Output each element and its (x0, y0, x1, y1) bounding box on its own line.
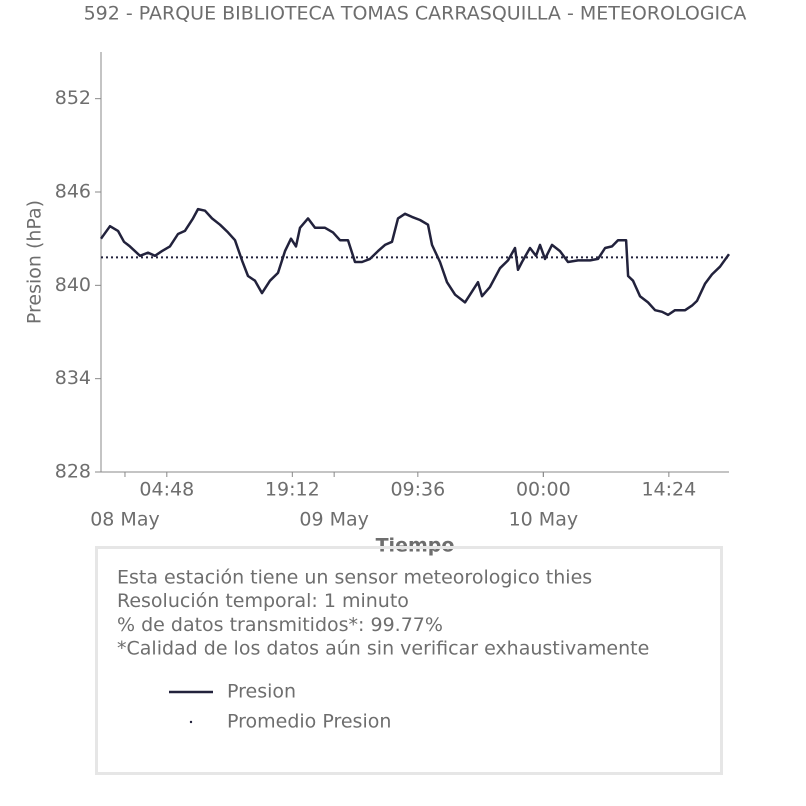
info-text: Esta estación tiene un sensor meteorolog… (117, 567, 649, 660)
y-tick-label: 846 (55, 181, 91, 203)
info-line: % de datos transmitidos*: 99.77% (117, 614, 443, 636)
data-line (99, 207, 731, 317)
x-tick-label: 09:36 (390, 479, 445, 501)
chart-title: 592 - PARQUE BIBLIOTECA TOMAS CARRASQUIL… (84, 3, 747, 25)
y-axis-label: Presion (hPa) (24, 200, 46, 324)
y-tick-label: 840 (55, 274, 91, 296)
y-tick-label: 852 (55, 87, 91, 109)
info-line: *Calidad de los datos aún sin verificar … (117, 638, 649, 660)
x-date-label: 09 May (299, 509, 369, 531)
legend-label: Promedio Presion (227, 711, 391, 733)
legend-label: Presion (227, 681, 296, 703)
info-line: Resolución temporal: 1 minuto (117, 590, 409, 612)
y-tick-label: 828 (55, 461, 91, 483)
x-tick-label: 14:24 (641, 479, 696, 501)
info-line: Esta estación tiene un sensor meteorolog… (117, 567, 592, 589)
x-tick-label: 00:00 (516, 479, 571, 501)
x-date-label: 10 May (509, 509, 579, 531)
info-box (95, 546, 723, 775)
x-tick-label: 19:12 (265, 479, 320, 501)
legend-dot-swatch (189, 720, 193, 724)
x-tick-label: 04:48 (139, 479, 194, 501)
x-date-label: 08 May (90, 509, 160, 531)
y-tick-label: 834 (55, 367, 91, 389)
x-axis-label: Tiempo (376, 535, 455, 557)
